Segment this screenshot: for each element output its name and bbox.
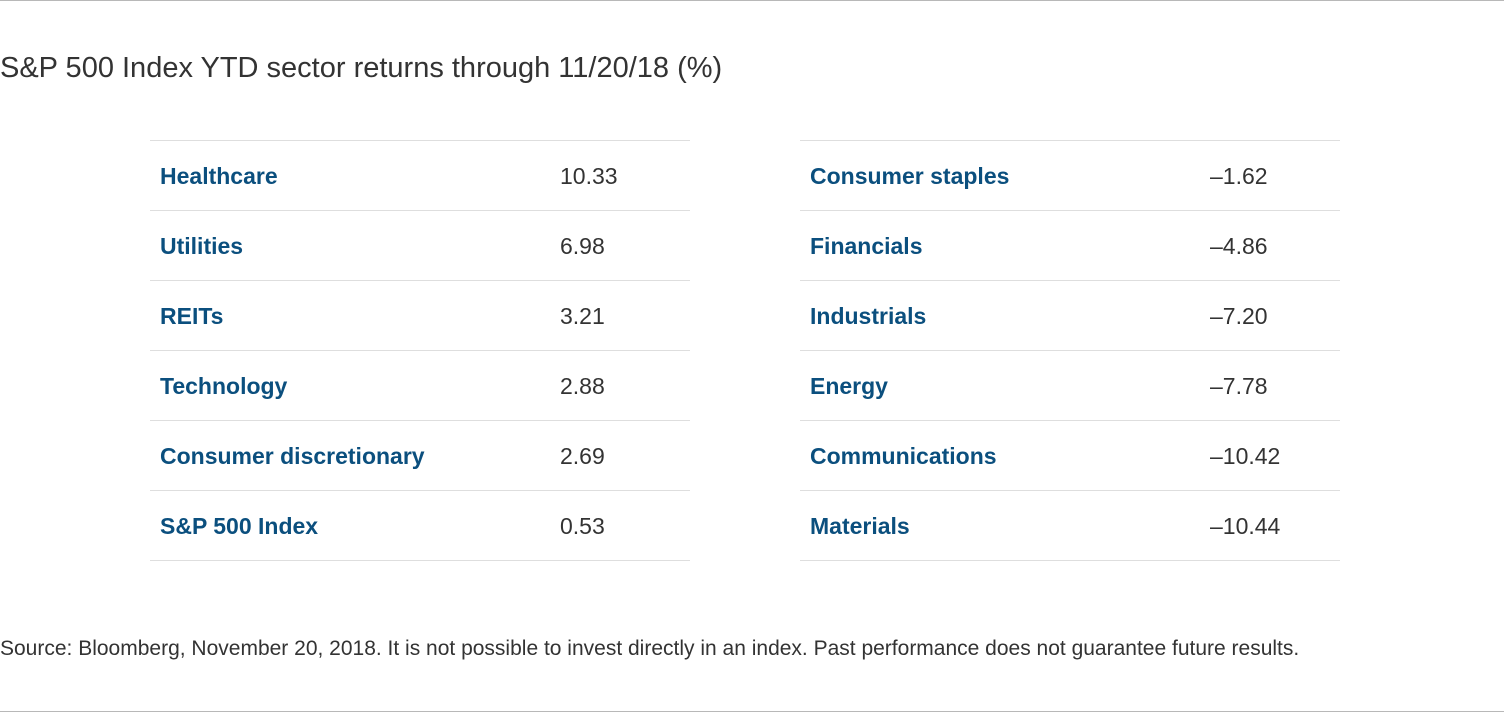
sector-label: Communications [810,443,997,469]
returns-table-left: Healthcare 10.33 Utilities 6.98 REITs 3.… [150,140,690,561]
sector-return-value: 10.33 [560,163,618,189]
sector-label: Materials [810,513,910,539]
sector-return-value: –10.44 [1210,513,1281,539]
table-row: Technology 2.88 [150,350,690,420]
sector-return-value: –1.62 [1210,163,1268,189]
sector-label: S&P 500 Index [160,513,319,539]
sector-return-value: 6.98 [560,233,605,259]
table-row: Utilities 6.98 [150,210,690,280]
source-note: Source: Bloomberg, November 20, 2018. It… [0,637,1300,660]
sector-label: Consumer discretionary [160,443,425,469]
sector-label: Financials [810,233,923,259]
returns-table-right: Consumer staples –1.62 Financials –4.86 … [800,140,1340,561]
sector-label: Utilities [160,233,244,259]
table-row: Materials –10.44 [800,490,1340,561]
sector-return-value: –4.86 [1210,233,1268,259]
table-row: Financials –4.86 [800,210,1340,280]
sector-return-value: 3.21 [560,303,605,329]
sector-label: Consumer staples [810,163,1010,189]
sector-return-value: –10.42 [1210,443,1281,469]
sector-label: Industrials [810,303,927,329]
table-row: Communications –10.42 [800,420,1340,490]
sector-return-value: 2.69 [560,443,605,469]
sector-label: Healthcare [160,163,278,189]
sector-return-value: –7.20 [1210,303,1268,329]
table-row: Industrials –7.20 [800,280,1340,350]
bottom-rule [0,711,1504,712]
table-row: REITs 3.21 [150,280,690,350]
table-row: S&P 500 Index 0.53 [150,490,690,561]
sector-label: Technology [160,373,288,399]
top-rule [0,0,1504,1]
table-row: Energy –7.78 [800,350,1340,420]
table-row: Consumer discretionary 2.69 [150,420,690,490]
sector-label: REITs [160,303,224,329]
table-row: Consumer staples –1.62 [800,140,1340,210]
sector-return-value: 0.53 [560,513,605,539]
sector-return-value: –7.78 [1210,373,1268,399]
chart-title: S&P 500 Index YTD sector returns through… [0,52,723,84]
table-row: Healthcare 10.33 [150,140,690,210]
sector-label: Energy [810,373,888,399]
sector-return-value: 2.88 [560,373,605,399]
